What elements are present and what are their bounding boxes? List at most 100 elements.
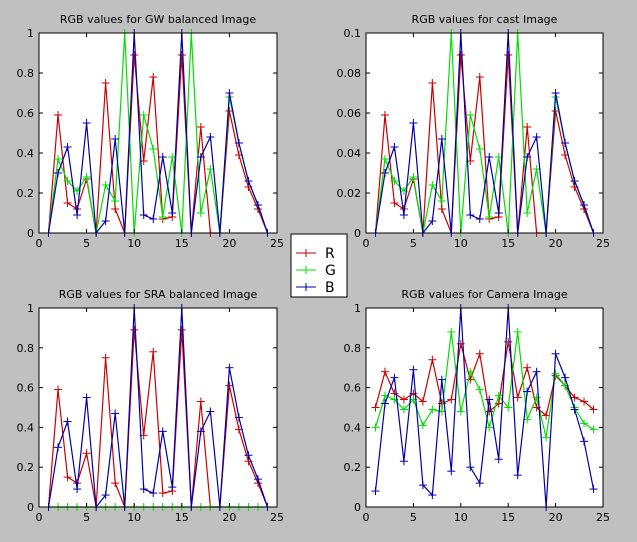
data-point-r — [177, 325, 186, 334]
x-tick-label: 10 — [454, 237, 468, 250]
subplot-camera: RGB values for Camera Image 0 5 10 15 20 25 0 0… — [344, 288, 611, 524]
series-line-g — [47, 32, 269, 234]
y-tick-label: 0 — [27, 227, 34, 240]
subplot-title: RGB values for Camera Image — [401, 288, 567, 301]
data-point-r — [456, 51, 465, 59]
legend-label-r: R — [325, 246, 335, 262]
data-point-g — [466, 111, 475, 119]
data-point-g — [371, 423, 380, 432]
x-tick: 15 — [175, 33, 189, 250]
data-point-b — [570, 177, 579, 185]
y-tick: 0.02 — [337, 187, 603, 200]
x-tick-label: 20 — [222, 511, 236, 524]
y-tick: 0.04 — [337, 147, 603, 160]
data-point-g — [580, 419, 589, 428]
x-tick: 20 — [222, 33, 236, 250]
data-point-g — [149, 145, 158, 153]
data-point-b — [73, 485, 82, 494]
data-point-g — [437, 197, 446, 205]
data-point-b — [101, 491, 110, 500]
x-tick-label: 15 — [501, 237, 515, 250]
y-tick-label: 0.1 — [344, 27, 362, 40]
x-tick: 15 — [175, 308, 189, 524]
data-point-r — [111, 479, 120, 488]
data-point-r — [177, 51, 186, 59]
data-point-b — [551, 89, 560, 97]
subplot-title: RGB values for SRA balanced Image — [59, 288, 258, 301]
y-tick-label: 0.8 — [344, 342, 362, 355]
data-point-r — [390, 199, 399, 207]
y-tick: 1 — [27, 302, 277, 315]
series-g — [371, 327, 598, 442]
data-point-r — [523, 123, 532, 131]
data-point-b — [485, 395, 494, 404]
data-point-b — [466, 463, 475, 472]
data-point-g — [409, 173, 418, 181]
y-tick-label: 0.6 — [17, 382, 35, 395]
data-point-b — [253, 475, 262, 484]
y-tick-label: 0.06 — [337, 107, 362, 120]
legend-entry-g: G — [296, 263, 336, 279]
data-point-r — [428, 79, 437, 87]
data-point-b — [234, 139, 243, 147]
plot-area — [366, 33, 603, 233]
data-point-b — [225, 363, 234, 372]
x-tick-label: 10 — [454, 511, 468, 524]
x-tick: 20 — [222, 308, 236, 524]
data-point-g — [390, 177, 399, 185]
data-point-b — [428, 491, 437, 500]
x-tick-label: 5 — [83, 511, 90, 524]
data-point-r — [158, 489, 167, 498]
data-point-b — [523, 153, 532, 161]
y-tick: 0 — [354, 501, 603, 514]
y-tick-label: 0.04 — [337, 147, 362, 160]
y-tick: 0.6 — [344, 382, 603, 395]
data-point-r — [428, 355, 437, 364]
y-tick-label: 0.4 — [344, 421, 362, 434]
data-point-g — [101, 181, 110, 189]
data-point-b — [149, 215, 158, 223]
x-tick-label: 5 — [410, 237, 417, 250]
data-point-b — [371, 487, 380, 496]
y-tick: 0.6 — [17, 107, 277, 120]
data-point-b — [580, 201, 589, 209]
data-point-r — [82, 449, 91, 458]
data-point-g — [542, 433, 551, 442]
axes-frame — [365, 32, 604, 234]
data-point-b — [196, 153, 205, 161]
subplot-sra-balanced: RGB values for SRA balanced Image 0 5 10 15… — [17, 288, 285, 524]
data-point-g — [428, 181, 437, 189]
data-point-g — [466, 367, 475, 376]
data-point-b — [73, 211, 82, 219]
x-tick-label: 25 — [270, 511, 284, 524]
y-tick: 0.4 — [17, 421, 277, 434]
data-point-r — [130, 51, 139, 59]
x-tick-label: 15 — [175, 511, 189, 524]
data-point-b — [234, 413, 243, 422]
y-tick: 0.1 — [344, 27, 603, 40]
x-tick-label: 0 — [363, 511, 370, 524]
data-point-g — [589, 425, 598, 434]
x-tick: 5 — [410, 33, 417, 250]
data-point-r — [466, 375, 475, 384]
x-tick-label: 15 — [501, 511, 515, 524]
y-tick-label: 0.2 — [344, 461, 362, 474]
series-b — [44, 29, 272, 237]
x-tick-label: 20 — [549, 511, 563, 524]
data-point-r — [399, 395, 408, 404]
data-point-r — [196, 123, 205, 131]
data-point-b — [494, 455, 503, 464]
data-point-b — [244, 451, 253, 460]
series-line-r — [374, 341, 594, 417]
x-tick: 10 — [127, 308, 141, 524]
data-point-g — [82, 173, 91, 181]
y-tick: 0 — [27, 501, 277, 514]
data-point-b — [253, 201, 262, 209]
x-tick: 0 — [36, 33, 43, 250]
data-point-r — [54, 111, 63, 119]
y-tick: 0.4 — [17, 147, 277, 160]
x-tick: 0 — [36, 308, 43, 524]
data-point-b — [494, 209, 503, 217]
data-point-r — [580, 397, 589, 406]
